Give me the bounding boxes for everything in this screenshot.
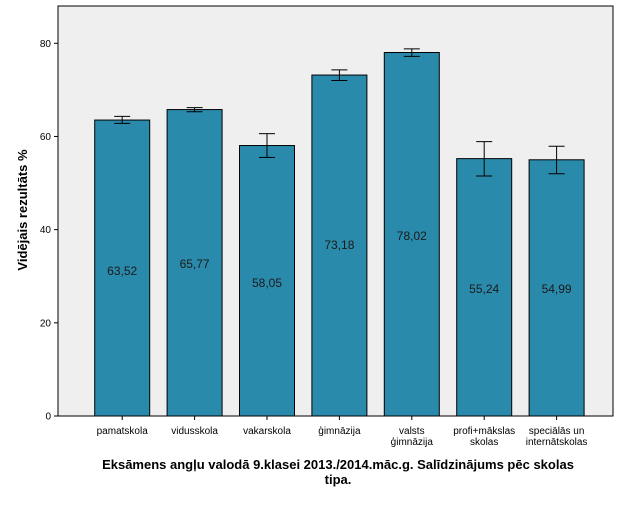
x-axis-title: Eksāmens angļu valodā 9.klasei 2013./201… [102,457,574,487]
bar [456,158,513,417]
y-tick-label: 20 [40,318,52,329]
x-category-label: valsts ģimnāzija [391,426,434,448]
bar [311,74,368,417]
y-tick-label: 0 [45,412,51,423]
y-tick-label: 60 [40,132,52,143]
data-label: 55,24 [469,282,499,296]
data-label: 63,52 [107,264,137,278]
y-tick-label: 40 [40,225,52,236]
x-category-label: pamatskola [97,426,149,437]
data-label: 65,77 [180,257,210,271]
data-label: 54,99 [542,282,572,296]
axes: 0 20 40 60 80 [40,39,558,423]
error-bars [114,48,565,177]
data-labels: 63,52 65,77 58,05 73,18 78,02 55,24 54,99 [107,229,572,296]
data-label: 73,18 [324,238,354,252]
bar [383,51,440,417]
y-axis-title: Vidējais rezultāts % [15,149,30,271]
bars [94,51,585,417]
x-category-labels: pamatskola vidusskola vakarskola ģimnāzija v… [97,424,588,448]
x-category-label: vakarskola [243,426,291,437]
x-category-label: vidusskola [171,426,218,437]
x-category-label: profi+mākslas skolas [453,426,515,448]
bar [528,159,585,417]
x-category-label: speciālās un internātskolas [526,426,588,448]
data-label: 78,02 [397,229,427,243]
data-label: 58,05 [252,276,282,290]
y-tick-label: 80 [40,39,52,50]
x-category-label: ģimnāzija [318,424,361,437]
